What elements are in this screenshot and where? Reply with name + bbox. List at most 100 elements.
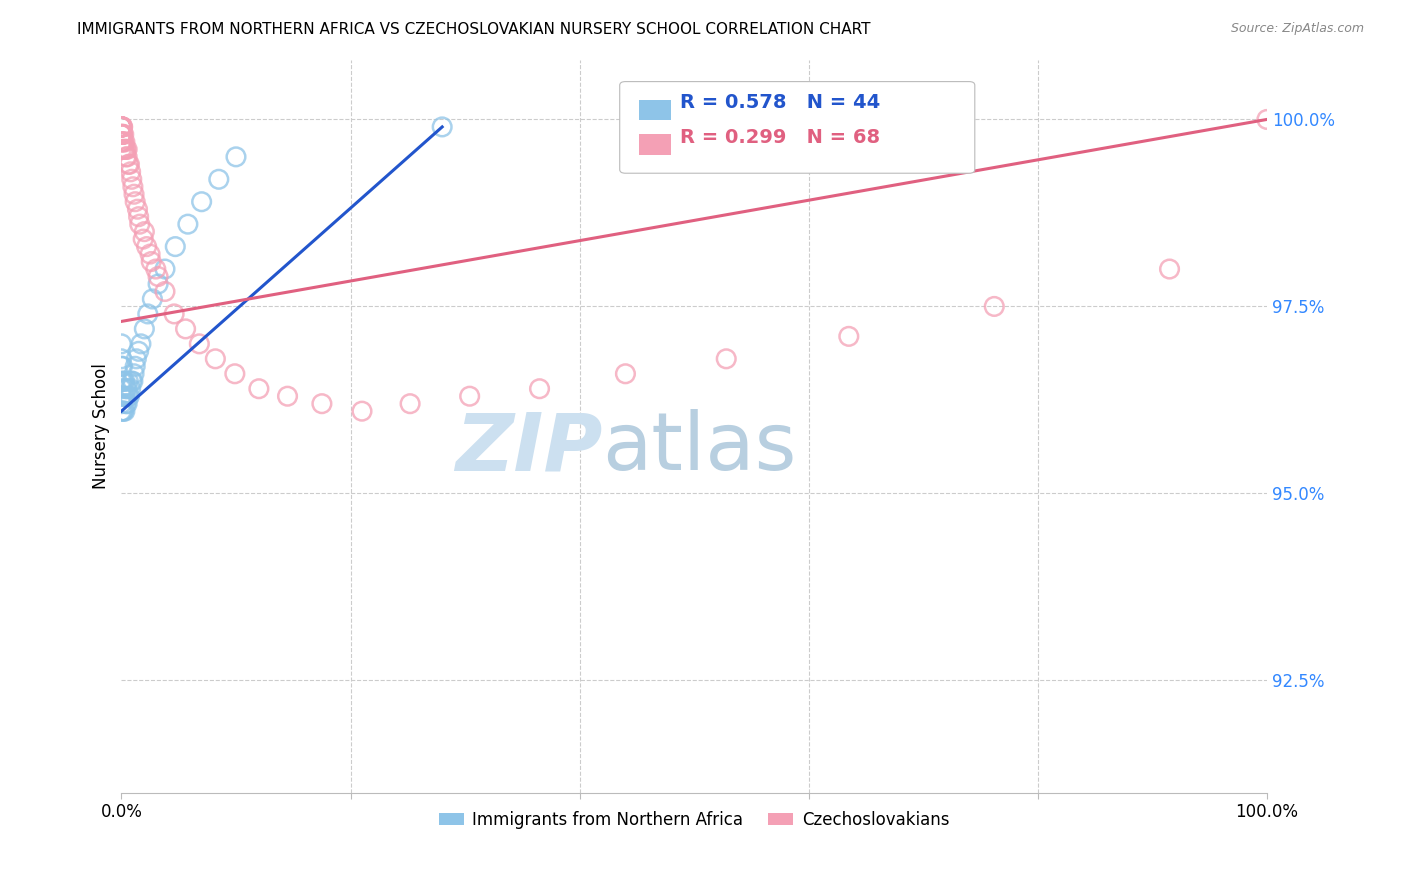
Point — [115, 382, 138, 396]
Point — [111, 135, 134, 149]
Point — [177, 217, 200, 231]
Point — [110, 120, 132, 134]
Point — [115, 397, 138, 411]
Point — [134, 225, 156, 239]
Point — [114, 374, 136, 388]
Point — [139, 247, 162, 261]
Point — [115, 150, 138, 164]
Point — [118, 157, 141, 171]
Point — [117, 374, 139, 388]
Text: atlas: atlas — [603, 409, 797, 487]
Point — [110, 135, 132, 149]
Text: Source: ZipAtlas.com: Source: ZipAtlas.com — [1230, 22, 1364, 36]
Point — [114, 142, 136, 156]
Point — [146, 269, 169, 284]
Point — [134, 322, 156, 336]
Point — [115, 142, 138, 156]
Point — [122, 187, 145, 202]
Point — [127, 202, 149, 217]
Point — [110, 374, 132, 388]
Point — [110, 359, 132, 374]
Point — [112, 374, 135, 388]
Point — [112, 135, 135, 149]
Point — [247, 382, 270, 396]
Point — [136, 307, 159, 321]
Point — [120, 165, 142, 179]
Point — [110, 389, 132, 403]
Text: R = 0.299   N = 68: R = 0.299 N = 68 — [681, 128, 880, 147]
Point — [114, 389, 136, 403]
Text: ZIP: ZIP — [456, 409, 603, 487]
Point — [838, 329, 860, 343]
Point — [120, 382, 142, 396]
Point — [190, 194, 212, 209]
Point — [163, 307, 186, 321]
Point — [112, 128, 135, 142]
Point — [129, 336, 152, 351]
FancyBboxPatch shape — [640, 135, 671, 155]
FancyBboxPatch shape — [640, 100, 671, 120]
Point — [128, 344, 150, 359]
Point — [350, 404, 373, 418]
Point — [614, 367, 637, 381]
Point — [111, 120, 134, 134]
Point — [110, 120, 132, 134]
Point — [458, 389, 481, 403]
Point — [529, 382, 551, 396]
Point — [132, 232, 155, 246]
Point — [121, 374, 143, 388]
Point — [110, 120, 132, 134]
Point — [110, 135, 132, 149]
Point — [115, 397, 138, 411]
Point — [121, 172, 143, 186]
Point — [225, 150, 247, 164]
Point — [112, 142, 135, 156]
Point — [110, 397, 132, 411]
Point — [110, 120, 132, 134]
Point — [125, 351, 148, 366]
Point — [110, 120, 132, 134]
Point — [124, 359, 146, 374]
Point — [208, 172, 231, 186]
Point — [111, 404, 134, 418]
Point — [311, 397, 333, 411]
Point — [110, 120, 132, 134]
Point — [110, 120, 132, 134]
Point — [110, 351, 132, 366]
FancyBboxPatch shape — [620, 81, 974, 173]
Point — [1159, 262, 1181, 277]
Point — [204, 351, 226, 366]
Point — [110, 128, 132, 142]
Point — [110, 120, 132, 134]
Point — [122, 179, 145, 194]
Point — [141, 292, 163, 306]
Point — [111, 128, 134, 142]
Point — [716, 351, 738, 366]
Point — [110, 142, 132, 156]
Point — [141, 254, 163, 268]
Point — [111, 128, 134, 142]
Point — [165, 239, 187, 253]
Point — [153, 262, 176, 277]
Point — [122, 374, 145, 388]
Point — [277, 389, 299, 403]
Point — [110, 120, 132, 134]
Point — [188, 336, 211, 351]
Point — [1256, 112, 1278, 127]
Point — [111, 374, 134, 388]
Point — [115, 382, 138, 396]
Point — [145, 262, 167, 277]
Point — [224, 367, 246, 381]
Point — [112, 389, 135, 403]
Point — [110, 404, 132, 418]
Point — [135, 239, 157, 253]
Text: R = 0.578   N = 44: R = 0.578 N = 44 — [681, 94, 880, 112]
Point — [399, 397, 422, 411]
Point — [112, 404, 135, 418]
Point — [110, 382, 132, 396]
Point — [110, 128, 132, 142]
Point — [111, 389, 134, 403]
Point — [115, 142, 138, 156]
Point — [128, 210, 150, 224]
Point — [111, 359, 134, 374]
